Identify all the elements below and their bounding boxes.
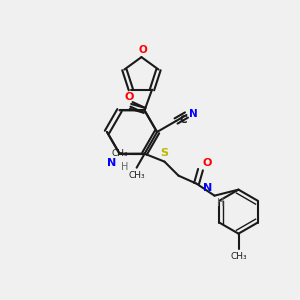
Text: N: N (107, 158, 116, 168)
Text: CH₃: CH₃ (230, 252, 247, 261)
Text: O: O (138, 45, 147, 55)
Text: H: H (218, 198, 225, 208)
Text: N: N (203, 183, 212, 193)
Text: CH₃: CH₃ (128, 171, 145, 180)
Text: H: H (122, 162, 129, 172)
Text: S: S (160, 148, 169, 158)
Text: O: O (125, 92, 134, 102)
Text: C: C (179, 115, 187, 125)
Text: CH₃: CH₃ (111, 149, 128, 158)
Text: N: N (189, 109, 198, 119)
Text: O: O (202, 158, 212, 168)
